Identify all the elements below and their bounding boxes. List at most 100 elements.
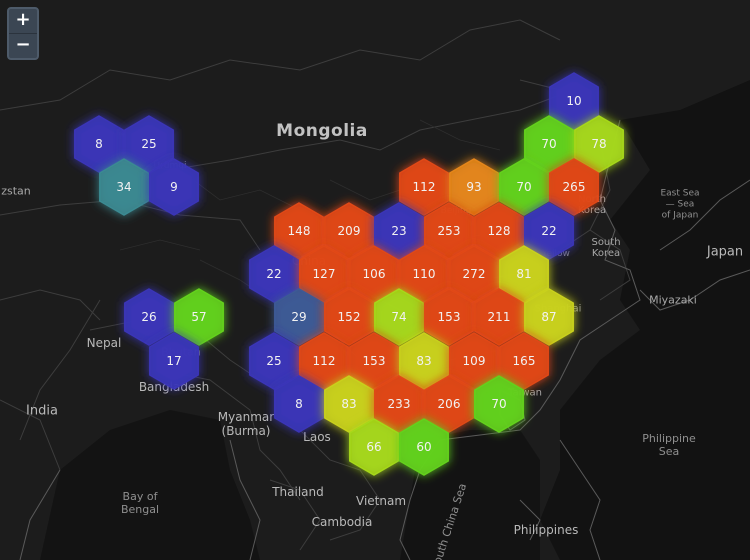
- hex-cell[interactable]: 10: [549, 72, 599, 130]
- hex-cell[interactable]: 81: [499, 245, 549, 303]
- hex-shape[interactable]: [399, 245, 449, 303]
- hex-shape[interactable]: [174, 288, 224, 346]
- hex-cell[interactable]: 109: [449, 332, 499, 390]
- hex-cell[interactable]: 127: [299, 245, 349, 303]
- hex-shape[interactable]: [299, 245, 349, 303]
- hex-count-label: 93: [466, 180, 481, 194]
- hex-shape[interactable]: [524, 202, 574, 260]
- hex-count-label: 87: [541, 310, 556, 324]
- hex-shape[interactable]: [324, 288, 374, 346]
- hex-shape[interactable]: [424, 202, 474, 260]
- hex-shape[interactable]: [474, 202, 524, 260]
- hex-shape[interactable]: [424, 375, 474, 433]
- zoom-out-button[interactable]: −: [9, 33, 37, 58]
- hex-shape[interactable]: [274, 202, 324, 260]
- hex-shape[interactable]: [349, 418, 399, 476]
- hex-shape[interactable]: [399, 158, 449, 216]
- hex-shape[interactable]: [324, 375, 374, 433]
- hex-cell[interactable]: 78: [574, 115, 624, 173]
- hex-cell[interactable]: 112: [399, 158, 449, 216]
- hex-cell[interactable]: 211: [474, 288, 524, 346]
- hex-cell[interactable]: 29: [274, 288, 324, 346]
- hex-cell[interactable]: 106: [349, 245, 399, 303]
- hex-shape[interactable]: [124, 115, 174, 173]
- hex-shape[interactable]: [349, 332, 399, 390]
- hex-cell[interactable]: 253: [424, 202, 474, 260]
- hex-cell[interactable]: 17: [149, 332, 199, 390]
- hex-cell[interactable]: 70: [474, 375, 524, 433]
- hex-shape[interactable]: [124, 288, 174, 346]
- hex-shape[interactable]: [449, 245, 499, 303]
- hex-cell[interactable]: 83: [399, 332, 449, 390]
- hex-cell[interactable]: 153: [424, 288, 474, 346]
- hex-cell[interactable]: 57: [174, 288, 224, 346]
- hex-shape[interactable]: [524, 288, 574, 346]
- hex-cell[interactable]: 83: [324, 375, 374, 433]
- hex-cell[interactable]: 22: [524, 202, 574, 260]
- hex-cell[interactable]: 87: [524, 288, 574, 346]
- hex-shape[interactable]: [574, 115, 624, 173]
- hex-cell[interactable]: 8: [274, 375, 324, 433]
- hex-cell[interactable]: 112: [299, 332, 349, 390]
- hex-shape[interactable]: [149, 158, 199, 216]
- hex-shape[interactable]: [324, 202, 374, 260]
- hex-cell[interactable]: 74: [374, 288, 424, 346]
- hex-cell[interactable]: 148: [274, 202, 324, 260]
- hex-shape[interactable]: [74, 115, 124, 173]
- hex-cell[interactable]: 209: [324, 202, 374, 260]
- hex-shape[interactable]: [399, 418, 449, 476]
- hex-count-label: 70: [516, 180, 531, 194]
- hex-cell[interactable]: 66: [349, 418, 399, 476]
- hex-shape[interactable]: [274, 288, 324, 346]
- hex-cell[interactable]: 25: [124, 115, 174, 173]
- hex-shape[interactable]: [99, 158, 149, 216]
- hex-shape[interactable]: [349, 245, 399, 303]
- hex-shape[interactable]: [449, 332, 499, 390]
- hex-cell[interactable]: 265: [549, 158, 599, 216]
- hex-cell[interactable]: 34: [99, 158, 149, 216]
- zoom-in-button[interactable]: +: [15, 9, 31, 30]
- hex-shape[interactable]: [499, 245, 549, 303]
- hex-shape[interactable]: [374, 288, 424, 346]
- hex-cell[interactable]: 165: [499, 332, 549, 390]
- hex-shape[interactable]: [449, 158, 499, 216]
- hex-cell[interactable]: 26: [124, 288, 174, 346]
- hex-shape[interactable]: [549, 158, 599, 216]
- hex-shape[interactable]: [374, 202, 424, 260]
- hex-cell[interactable]: 60: [399, 418, 449, 476]
- label-mongolia: Mongolia: [276, 121, 368, 141]
- hex-cell[interactable]: 152: [324, 288, 374, 346]
- hex-shape[interactable]: [424, 288, 474, 346]
- label-india: India: [26, 403, 58, 419]
- hex-cell[interactable]: 153: [349, 332, 399, 390]
- hex-cell[interactable]: 128: [474, 202, 524, 260]
- hex-shape[interactable]: [149, 332, 199, 390]
- hex-shape[interactable]: [474, 288, 524, 346]
- hex-cell[interactable]: 22: [249, 245, 299, 303]
- hex-cell[interactable]: 25: [249, 332, 299, 390]
- hex-cell[interactable]: 110: [399, 245, 449, 303]
- hex-shape[interactable]: [474, 375, 524, 433]
- hex-cell[interactable]: 70: [499, 158, 549, 216]
- hex-shape[interactable]: [249, 332, 299, 390]
- hex-shape[interactable]: [374, 375, 424, 433]
- hex-cell[interactable]: 272: [449, 245, 499, 303]
- hex-count-label: 9: [170, 180, 178, 194]
- hex-shape[interactable]: [299, 332, 349, 390]
- hex-shape[interactable]: [549, 72, 599, 130]
- hex-cell[interactable]: 206: [424, 375, 474, 433]
- hex-cell[interactable]: 23: [374, 202, 424, 260]
- hex-shape[interactable]: [274, 375, 324, 433]
- hex-count-label: 8: [95, 137, 103, 151]
- hex-cell[interactable]: 93: [449, 158, 499, 216]
- hex-cell[interactable]: 8: [74, 115, 124, 173]
- hex-cell[interactable]: 233: [374, 375, 424, 433]
- hex-shape[interactable]: [499, 158, 549, 216]
- hex-shape[interactable]: [499, 332, 549, 390]
- hex-shape[interactable]: [249, 245, 299, 303]
- hex-cell[interactable]: 9: [149, 158, 199, 216]
- hex-shape[interactable]: [399, 332, 449, 390]
- hex-shape[interactable]: [524, 115, 574, 173]
- hex-cell[interactable]: 70: [524, 115, 574, 173]
